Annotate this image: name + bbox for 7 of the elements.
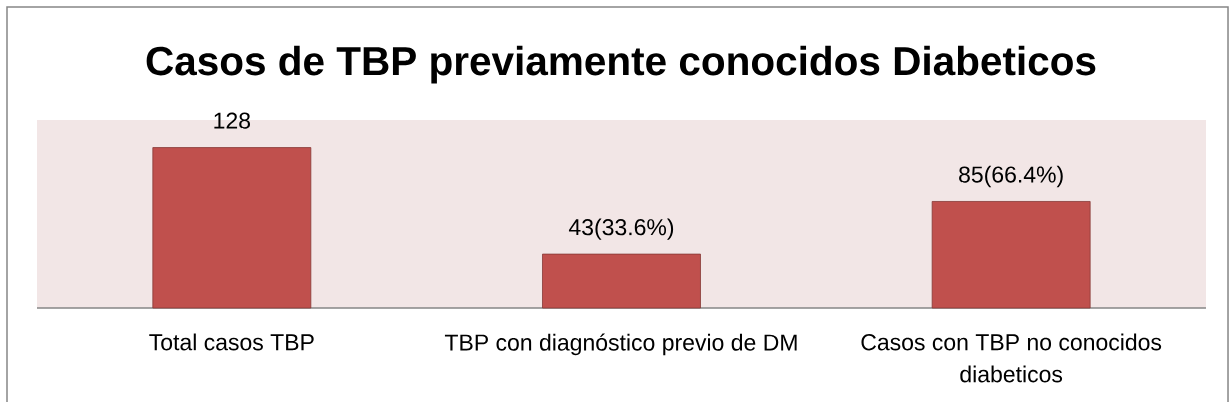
- data-label: 43(33.6%): [568, 218, 674, 240]
- data-label: 85(66.4%): [959, 165, 1063, 188]
- x-tick-label: Casos con TBP no conocidos diabeticos: [861, 333, 1162, 383]
- data-label: 128: [214, 112, 251, 129]
- x-tick-label: TBP con diagnóstico previo de DM: [444, 333, 797, 356]
- chart-title: Casos de TBP previamente conocidos Diabeticos: [146, 45, 1096, 84]
- x-tick-label: Total casos TBP: [149, 333, 314, 351]
